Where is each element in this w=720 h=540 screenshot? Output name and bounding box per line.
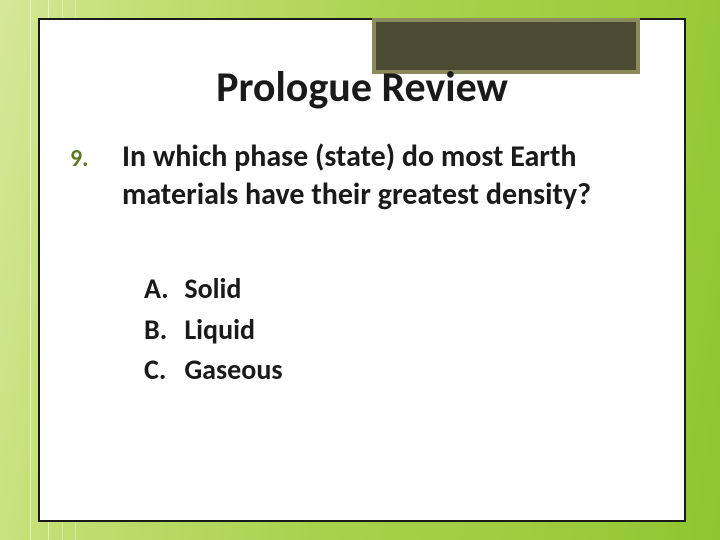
option-letter: C. — [144, 350, 178, 391]
slide-title: Prologue Review — [40, 62, 684, 113]
option-b: B. Liquid — [144, 310, 654, 351]
slide-card: Prologue Review 9. In which phase (state… — [38, 18, 686, 522]
option-a: A. Solid — [144, 269, 654, 310]
option-text: Solid — [184, 271, 241, 306]
option-text: Gaseous — [184, 352, 282, 387]
question-number: 9. — [70, 138, 122, 173]
question-row: 9. In which phase (state) do most Earth … — [70, 138, 654, 213]
option-c: C. Gaseous — [144, 350, 654, 391]
slide-content: 9. In which phase (state) do most Earth … — [70, 138, 654, 391]
option-text: Liquid — [184, 312, 255, 347]
option-letter: B. — [144, 310, 178, 351]
question-text: In which phase (state) do most Earth mat… — [122, 138, 654, 213]
option-letter: A. — [144, 269, 178, 310]
options-list: A. Solid B. Liquid C. Gaseous — [144, 269, 654, 391]
